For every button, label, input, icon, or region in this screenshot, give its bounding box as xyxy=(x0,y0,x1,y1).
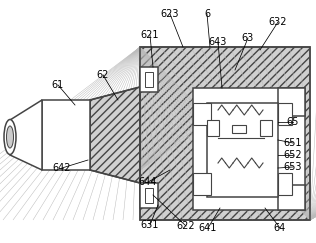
Bar xyxy=(207,120,219,136)
Text: 631: 631 xyxy=(141,220,159,230)
Text: 632: 632 xyxy=(269,17,287,27)
Bar xyxy=(145,188,153,203)
Ellipse shape xyxy=(4,120,16,155)
Text: 641: 641 xyxy=(199,223,217,233)
Text: 653: 653 xyxy=(284,162,302,172)
Polygon shape xyxy=(90,87,140,183)
Text: 6: 6 xyxy=(204,9,210,19)
Bar xyxy=(278,103,292,125)
Bar xyxy=(140,67,158,92)
Text: 65: 65 xyxy=(287,117,299,127)
Bar xyxy=(278,88,305,116)
Text: 644: 644 xyxy=(139,177,157,187)
Bar xyxy=(140,47,310,220)
Bar xyxy=(42,100,90,170)
Text: 64: 64 xyxy=(274,223,286,233)
Bar xyxy=(260,120,272,136)
Bar xyxy=(193,88,305,210)
Text: 623: 623 xyxy=(161,9,179,19)
Bar xyxy=(207,103,278,197)
Text: 63: 63 xyxy=(242,33,254,43)
Bar xyxy=(140,183,158,208)
Bar xyxy=(140,47,310,220)
Bar xyxy=(278,173,292,195)
Text: 651: 651 xyxy=(284,138,302,148)
Text: 622: 622 xyxy=(177,221,195,231)
Text: 643: 643 xyxy=(209,37,227,47)
Text: 62: 62 xyxy=(97,70,109,80)
Text: 652: 652 xyxy=(284,150,302,160)
Text: 621: 621 xyxy=(141,30,159,40)
Text: 642: 642 xyxy=(53,163,71,173)
Bar xyxy=(232,125,246,133)
Ellipse shape xyxy=(7,126,14,148)
Bar xyxy=(278,185,305,210)
Text: 61: 61 xyxy=(52,80,64,90)
Polygon shape xyxy=(10,100,42,170)
Bar xyxy=(193,103,211,125)
Bar xyxy=(193,173,211,195)
Bar xyxy=(145,72,153,87)
